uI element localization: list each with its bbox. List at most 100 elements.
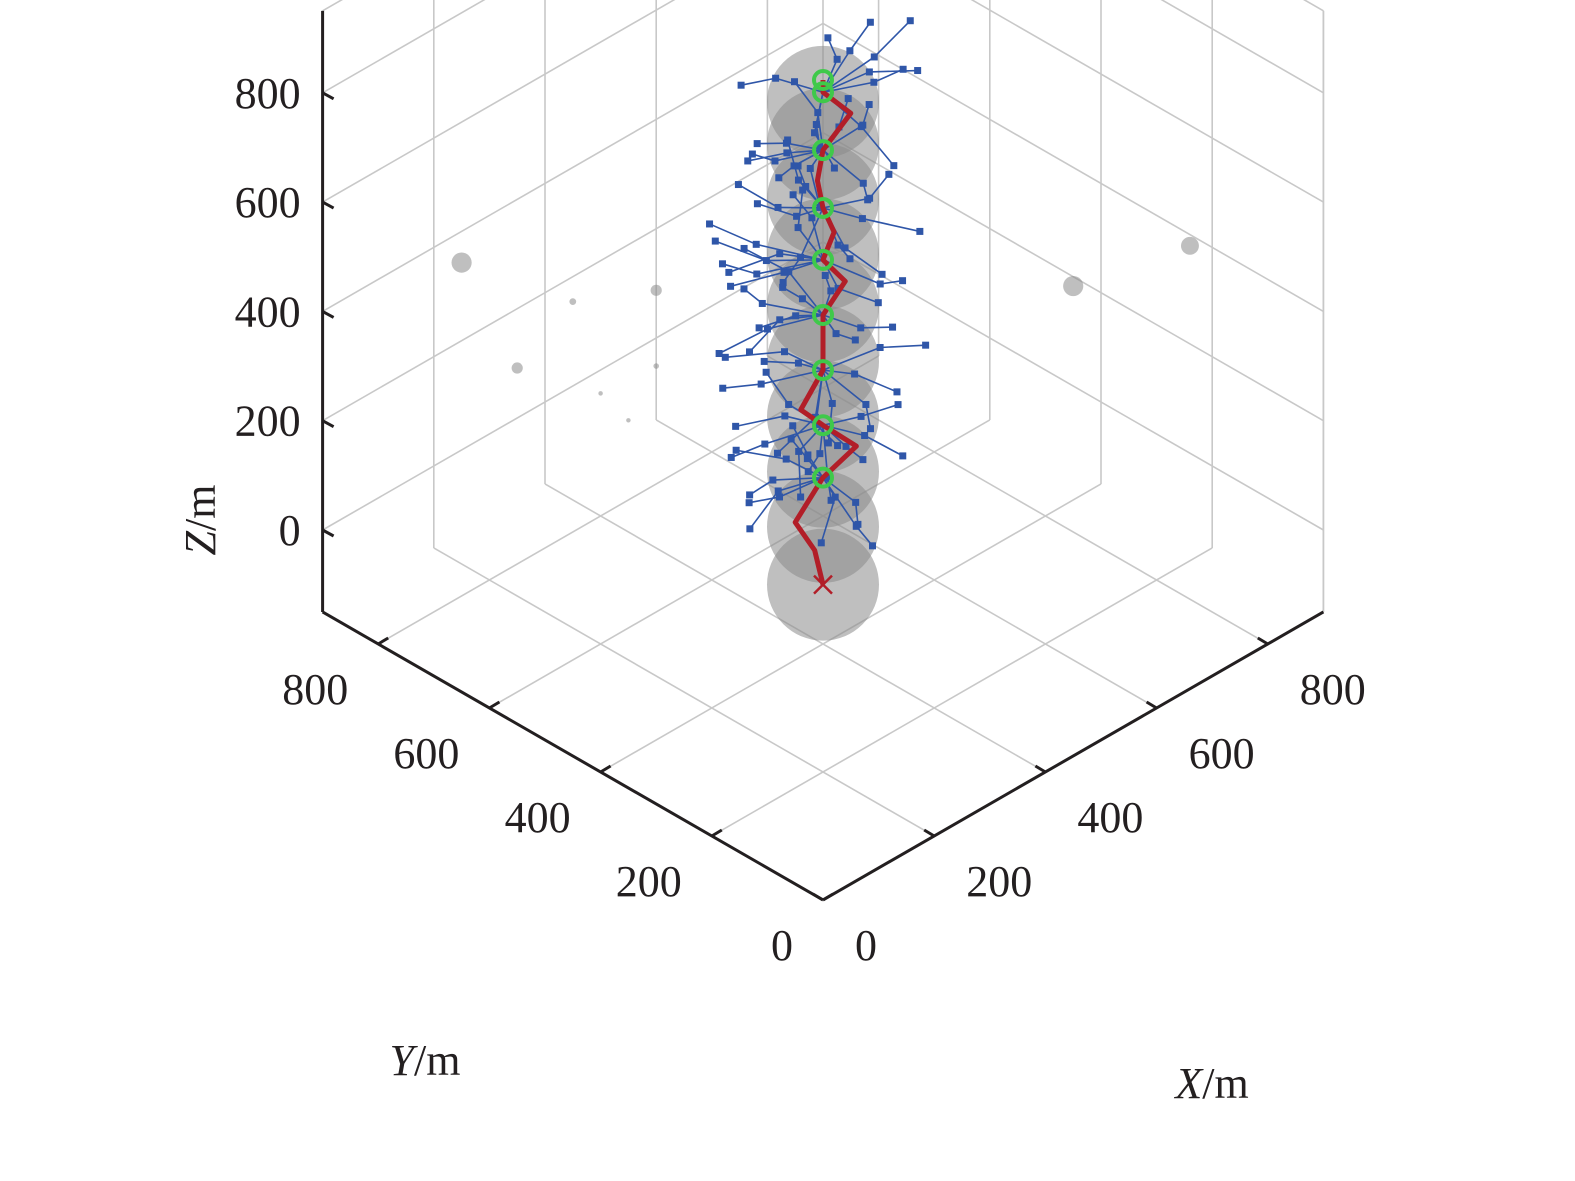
tree-edge	[738, 183, 779, 209]
x-tick	[1257, 636, 1269, 646]
tree-node	[732, 422, 740, 430]
tree-edge	[756, 243, 824, 261]
y-tick	[377, 636, 389, 646]
tree-edge	[749, 490, 779, 530]
x-tick-label: 0	[855, 921, 877, 970]
obstacle-sphere	[650, 284, 662, 296]
tree-edge	[725, 350, 785, 359]
x-tick	[1034, 764, 1047, 774]
tree-edge	[822, 369, 834, 404]
tree-node	[868, 542, 876, 550]
tree-edge	[868, 173, 890, 199]
tree-edge	[826, 476, 832, 501]
tree-node	[797, 493, 805, 501]
tree-node	[799, 186, 807, 194]
tree-node	[906, 17, 914, 25]
waypoint-marker	[812, 414, 834, 437]
z-tick-label: 200	[235, 397, 301, 446]
tree-edge	[793, 81, 819, 114]
grid-frame	[1302, 0, 1324, 12]
tree-node	[748, 150, 756, 158]
tree-node	[899, 452, 907, 460]
tree-node	[740, 244, 748, 252]
tree-edge	[786, 149, 824, 154]
tree-node	[804, 468, 812, 476]
tree-edge	[798, 424, 824, 452]
tree-node	[890, 162, 898, 170]
tree-node	[844, 95, 852, 103]
tree-node	[789, 191, 797, 199]
tree-node	[922, 341, 930, 349]
obstacle-sphere	[1181, 236, 1199, 255]
y-tick-label: 600	[393, 729, 459, 778]
y-axis-line	[321, 610, 824, 902]
x-tick	[1145, 700, 1158, 710]
grid-line	[1160, 0, 1324, 94]
x-tick-label: 400	[1077, 793, 1143, 842]
tree-edge	[730, 443, 766, 459]
tree-edge	[797, 189, 804, 228]
waypoint-marker	[812, 69, 834, 91]
x-tick-label: 600	[1189, 729, 1255, 778]
tree-edge	[813, 92, 824, 133]
y-tick	[488, 700, 501, 710]
tree-edge	[793, 149, 824, 167]
tree-node	[878, 270, 886, 278]
tree-edge	[797, 451, 802, 498]
tree-node	[725, 268, 733, 276]
tree-edge	[844, 247, 883, 275]
grid-line	[655, 419, 1157, 709]
tree-node	[719, 384, 727, 392]
z-tick	[321, 419, 335, 429]
tree-node	[787, 435, 795, 443]
tree-node	[746, 491, 754, 499]
tree-edge	[764, 360, 799, 364]
tree-edge	[854, 373, 898, 393]
tree-edge	[837, 287, 879, 304]
tree-node	[779, 283, 787, 291]
z-tick	[321, 310, 335, 319]
x-tick-label: 800	[1300, 665, 1366, 714]
tree-node	[774, 449, 782, 457]
tree-node	[737, 81, 745, 89]
z-tick-label: 800	[235, 69, 301, 118]
tree-node	[865, 101, 873, 109]
tree-node	[885, 170, 893, 178]
obstacle-sphere	[598, 391, 603, 396]
tree-node	[846, 255, 854, 263]
tree-edge	[748, 496, 780, 504]
z-tick	[321, 200, 335, 210]
tree-node	[874, 299, 882, 307]
z-tick	[321, 91, 335, 101]
tree-node	[715, 350, 723, 358]
obstacle-sphere	[653, 363, 659, 369]
tree-edge	[860, 326, 893, 329]
tree-edge	[797, 227, 824, 261]
tree-node	[740, 285, 748, 293]
tree-edge	[820, 496, 836, 544]
obstacle-sphere	[511, 362, 523, 374]
tree-node	[727, 282, 735, 290]
y-tick-label: 200	[616, 857, 682, 906]
obstacle-sphere	[626, 418, 631, 423]
tree-node	[762, 368, 770, 376]
obstacle-sphere	[451, 252, 472, 273]
x-tick	[923, 828, 935, 838]
tree-edge	[785, 458, 824, 479]
tree-edge	[822, 415, 862, 427]
waypoint-marker	[812, 81, 834, 104]
tree-node	[866, 18, 874, 26]
tree-edge	[778, 206, 824, 209]
y-axis-title: Y/m	[390, 1036, 461, 1085]
z-tick-label: 600	[235, 178, 301, 227]
tree-edge	[880, 279, 903, 285]
tree-node	[775, 174, 783, 182]
tree-edge	[756, 259, 824, 275]
tree-edge	[722, 263, 758, 275]
y-tick	[599, 764, 612, 774]
y-tick	[711, 828, 723, 838]
tree-edge	[718, 328, 768, 355]
x-tick-label: 200	[966, 857, 1032, 906]
tree-node	[821, 271, 829, 279]
tree-node	[914, 67, 922, 75]
